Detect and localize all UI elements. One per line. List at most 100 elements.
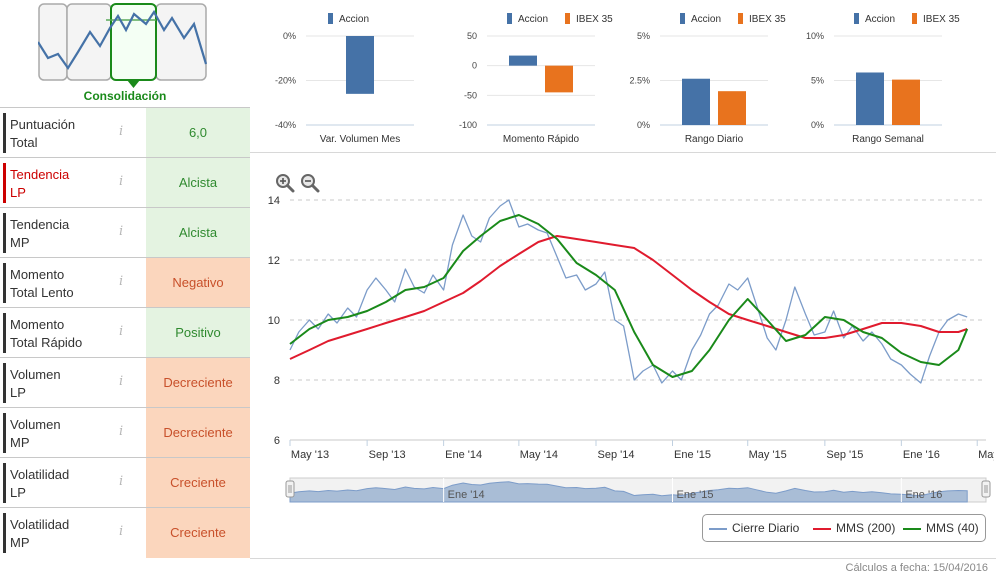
- metric-label: Volumen MP: [10, 416, 110, 452]
- x-tick-label: Sep '14: [598, 449, 635, 461]
- x-tick-label: May '16: [978, 449, 994, 461]
- zoom-out-icon[interactable]: [300, 173, 320, 193]
- bar[interactable]: [892, 79, 920, 125]
- metric-value: Positivo: [146, 308, 250, 358]
- legend-label: IBEX 35: [923, 14, 960, 25]
- mini-chart: Accion IBEX 35 5% 2.5% 0% Rango Diario: [629, 13, 786, 145]
- metric-label-line2: MP: [10, 235, 30, 250]
- x-tick-label: Sep '15: [826, 449, 863, 461]
- x-tick-label: Ene '16: [903, 449, 940, 461]
- legend-cierre-label[interactable]: Cierre Diario: [732, 521, 800, 535]
- cierre-diario-line[interactable]: [289, 199, 968, 384]
- navigator-area: [289, 481, 968, 503]
- navigator-label: Ene '16: [905, 489, 942, 501]
- chart-title: Momento Rápido: [503, 134, 580, 145]
- metric-label-line1: Tendencia: [10, 167, 70, 182]
- mms-40-line[interactable]: [289, 214, 969, 378]
- divider-bottom: [250, 558, 996, 559]
- bar[interactable]: [718, 91, 746, 125]
- legend-swatch: [854, 13, 859, 24]
- y-tick-label: 0%: [283, 31, 296, 41]
- metric-row: Momento Total Lento i Negativo: [0, 257, 250, 308]
- chart-title: Rango Semanal: [852, 134, 924, 145]
- legend-mms40-label[interactable]: MMS (40): [926, 521, 979, 535]
- bar[interactable]: [856, 72, 884, 125]
- legend-label: Accion: [339, 14, 369, 25]
- metric-label: Volumen LP: [10, 366, 110, 402]
- mms-200-line[interactable]: [289, 235, 968, 360]
- y-tick-label: 8: [274, 375, 280, 387]
- navigator-handle-right[interactable]: [981, 480, 991, 498]
- chart-title: Rango Diario: [685, 134, 744, 145]
- y-tick-label: 6: [274, 435, 280, 447]
- legend-swatch: [565, 13, 570, 24]
- legend-swatch: [507, 13, 512, 24]
- metric-indicator-bar: [3, 413, 6, 453]
- info-icon[interactable]: i: [119, 174, 124, 189]
- x-tick-label: Sep '13: [369, 449, 406, 461]
- info-icon[interactable]: i: [119, 424, 124, 439]
- metric-indicator-bar: [3, 363, 6, 403]
- metric-row: Volatilidad MP i Creciente: [0, 507, 250, 558]
- phase-pointer: [127, 80, 140, 88]
- metric-value: Negativo: [146, 258, 250, 308]
- metric-label: Puntuación Total: [10, 116, 110, 152]
- x-tick-label: May '15: [749, 449, 787, 461]
- metric-label-line1: Volumen: [10, 367, 61, 382]
- info-icon[interactable]: i: [119, 224, 124, 239]
- phase-diagram: [38, 3, 208, 88]
- bar[interactable]: [346, 36, 374, 94]
- metric-row: Volumen MP i Decreciente: [0, 407, 250, 458]
- phase-box-2: [66, 3, 112, 81]
- info-icon[interactable]: i: [119, 274, 124, 289]
- metric-row: Tendencia LP i Alcista: [0, 157, 250, 208]
- metric-indicator-bar: [3, 513, 6, 553]
- info-icon[interactable]: i: [119, 474, 124, 489]
- metric-label-line2: LP: [10, 385, 26, 400]
- metric-label-line1: Volatilidad: [10, 467, 70, 482]
- y-tick-label: 0: [472, 61, 477, 71]
- metric-label-line1: Momento: [10, 317, 65, 332]
- info-icon[interactable]: i: [119, 124, 124, 139]
- legend-mms40-swatch: [903, 528, 921, 530]
- metric-label-line2: Total Lento: [10, 285, 74, 300]
- y-tick-label: 10: [268, 315, 280, 327]
- metric-label: Volatilidad MP: [10, 516, 110, 552]
- navigator-label: Ene '14: [448, 489, 485, 501]
- info-icon[interactable]: i: [119, 524, 124, 539]
- chart-legend: Cierre Diario MMS (200) MMS (40): [702, 514, 986, 542]
- y-tick-label: 14: [268, 195, 280, 207]
- navigator-handle-left[interactable]: [285, 480, 295, 498]
- x-tick-label: May '14: [520, 449, 558, 461]
- legend-mms200-label[interactable]: MMS (200): [836, 521, 896, 535]
- y-tick-label: 0%: [811, 120, 824, 130]
- y-tick-label: -40%: [275, 120, 296, 130]
- metric-indicator-bar: [3, 463, 6, 503]
- legend-label: Accion: [865, 14, 895, 25]
- metric-label-line2: MP: [10, 435, 30, 450]
- mini-chart: Accion 0% -20% -40% Var. Volumen Mes: [275, 13, 414, 145]
- mini-chart: Accion IBEX 35 10% 5% 0% Rango Semanal: [806, 13, 960, 145]
- info-icon[interactable]: i: [119, 324, 124, 339]
- y-tick-label: 5%: [811, 76, 824, 86]
- metric-row: Momento Total Rápido i Positivo: [0, 307, 250, 358]
- bar[interactable]: [509, 55, 537, 66]
- phase-price-line: [38, 9, 208, 70]
- x-tick-label: Ene '15: [674, 449, 711, 461]
- divider: [250, 152, 996, 153]
- legend-label: Accion: [518, 14, 548, 25]
- info-icon[interactable]: i: [119, 374, 124, 389]
- metric-label-line2: Total Rápido: [10, 335, 83, 350]
- zoom-in-icon[interactable]: [275, 173, 295, 193]
- bar[interactable]: [682, 78, 710, 125]
- metric-label-line2: MP: [10, 535, 30, 550]
- legend-swatch: [912, 13, 917, 24]
- legend-swatch: [328, 13, 333, 24]
- metric-row: Puntuación Total i 6,0: [0, 107, 250, 158]
- bar[interactable]: [545, 65, 573, 93]
- y-tick-label: 2.5%: [629, 76, 650, 86]
- mini-chart: Accion IBEX 35 50 0 -50 -100 Momento Rápido: [459, 13, 613, 145]
- indicator-charts: Accion 0% -20% -40% Var. Volumen Mes Accion IB…: [262, 0, 996, 150]
- navigator-label: Ene '15: [676, 489, 713, 501]
- x-tick-label: May '13: [291, 449, 329, 461]
